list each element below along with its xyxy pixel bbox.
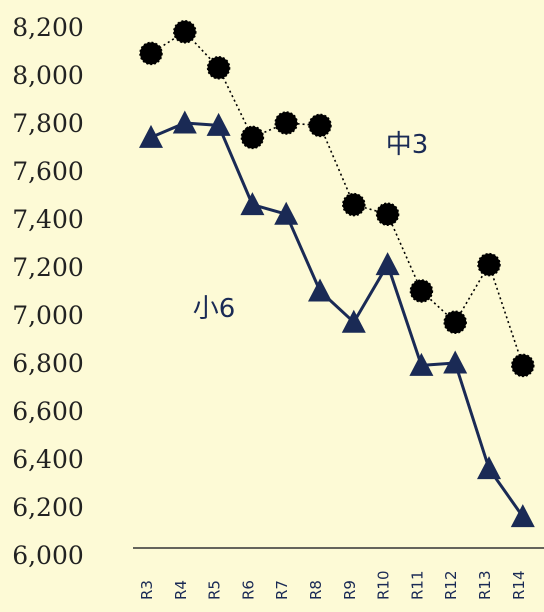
y-tick-label: 7,400 xyxy=(12,205,84,234)
data-point xyxy=(139,41,163,66)
x-tick-label: R8 xyxy=(307,580,325,600)
data-point xyxy=(375,252,400,276)
x-tick-label: R14 xyxy=(510,570,528,600)
label-layer: 中3 小6 xyxy=(193,130,429,324)
data-point xyxy=(308,278,332,302)
data-point xyxy=(240,192,265,216)
y-tick-label: 8,000 xyxy=(12,61,84,90)
x-tick-label: R10 xyxy=(375,570,393,600)
data-point xyxy=(342,192,366,217)
data-point xyxy=(443,350,468,374)
x-tick-label: R4 xyxy=(172,580,190,600)
data-point xyxy=(375,202,400,226)
y-tick-label: 6,800 xyxy=(12,349,84,378)
data-point xyxy=(341,309,366,333)
data-point xyxy=(274,111,298,135)
data-point xyxy=(139,124,163,148)
y-tick-label: 7,200 xyxy=(12,253,84,282)
data-point xyxy=(274,201,299,225)
y-tick-label: 7,000 xyxy=(12,301,84,330)
y-tick-label: 6,200 xyxy=(12,493,84,522)
data-point xyxy=(206,112,231,136)
data-point xyxy=(511,353,535,378)
y-tick-label: 8,200 xyxy=(12,13,84,42)
data-point xyxy=(173,20,197,44)
data-point xyxy=(510,504,535,528)
axes: 6,000 6,200 6,400 6,600 6,800 7,000 7,200 7,400… xyxy=(12,13,544,600)
x-tick-label: R13 xyxy=(476,570,494,600)
x-tick-label: R5 xyxy=(206,580,224,600)
series-label: 中3 xyxy=(386,130,429,160)
data-point xyxy=(443,310,467,334)
y-tick-label: 6,400 xyxy=(12,445,84,474)
y-tick-label: 6,000 xyxy=(12,541,84,570)
series-label: 小6 xyxy=(193,294,236,324)
x-tick-label: R12 xyxy=(442,570,460,600)
data-point xyxy=(409,352,434,376)
x-tick-label: R11 xyxy=(408,570,426,600)
data-point xyxy=(477,252,501,277)
data-point xyxy=(409,279,434,303)
x-tick-label: R3 xyxy=(138,580,156,600)
data-point xyxy=(172,110,197,134)
y-tick-label: 6,600 xyxy=(12,397,84,426)
y-tick-label: 7,600 xyxy=(12,157,84,186)
data-point xyxy=(308,113,332,138)
y-tick-label: 7,800 xyxy=(12,109,84,138)
data-point xyxy=(206,56,231,80)
x-tick-label: R9 xyxy=(341,580,359,600)
x-tick-label: R7 xyxy=(273,580,291,600)
x-tick-label: R6 xyxy=(239,580,257,600)
data-point xyxy=(477,456,501,480)
series-layer xyxy=(139,20,535,528)
data-point xyxy=(240,125,265,150)
